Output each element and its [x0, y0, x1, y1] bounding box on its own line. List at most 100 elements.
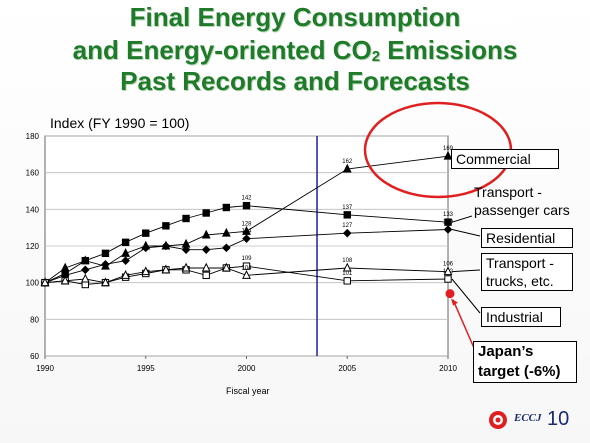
callout-connector: [451, 229, 481, 237]
title-line-2-subscript: 2: [371, 48, 381, 65]
y-tick-label: 100: [26, 279, 40, 288]
data-point: [121, 256, 130, 265]
data-point: [161, 264, 171, 274]
data-point: [342, 262, 352, 272]
data-point: [443, 150, 453, 160]
y-axis-index-label: Index (FY 1990 = 100): [50, 115, 190, 131]
data-point: [242, 234, 251, 243]
data-point: [141, 243, 151, 253]
data-point: [60, 275, 70, 285]
data-label: 162: [342, 159, 353, 165]
data-label: 129: [443, 220, 454, 226]
callout-connector: [451, 215, 473, 223]
data-point: [343, 211, 351, 219]
data-label: 124: [241, 229, 252, 235]
data-label: 142: [241, 196, 252, 202]
data-label: 133: [443, 212, 454, 218]
data-point: [242, 226, 251, 235]
data-point: [162, 222, 170, 230]
data-point: [343, 277, 351, 285]
eccj-logo-icon: [489, 411, 507, 429]
data-label: 128: [241, 221, 252, 227]
data-point: [242, 201, 251, 210]
page-number: 10: [547, 408, 570, 430]
y-tick-label: 160: [26, 169, 40, 178]
data-point: [141, 266, 151, 276]
data-point: [142, 229, 150, 237]
data-label: 137: [342, 205, 353, 211]
data-label: 106: [443, 262, 454, 268]
data-point: [221, 227, 231, 237]
target-arrow-line: [452, 299, 475, 349]
data-point: [202, 209, 210, 217]
data-point: [222, 203, 231, 212]
x-tick-label: 2010: [439, 364, 457, 373]
target-arrow-head: [451, 298, 458, 306]
callout-transport-trucks: Transport - trucks, etc.: [481, 253, 573, 291]
data-point: [121, 238, 130, 247]
data-point: [342, 228, 352, 238]
data-point: [121, 270, 131, 279]
data-point: [443, 225, 453, 234]
x-tick-label: 2000: [238, 364, 256, 373]
data-point: [201, 229, 211, 239]
callout-commercial: Commercial: [451, 149, 559, 169]
data-point: [80, 265, 90, 275]
target-marker: [445, 289, 455, 299]
callout-transport-passenger-line2: passenger cars: [474, 202, 570, 218]
data-point: [242, 270, 251, 279]
eccj-logo-text: ECCJ: [514, 412, 542, 424]
data-point: [201, 262, 211, 272]
y-tick-label: 180: [26, 132, 40, 141]
x-tick-label: 1990: [36, 364, 54, 373]
title-line-2-post: Emissions: [380, 35, 518, 65]
callout-connector: [451, 278, 481, 314]
x-tick-label: 2005: [338, 364, 356, 373]
title-line-3: Past Records and Forecasts: [120, 66, 470, 96]
data-point: [101, 260, 110, 269]
data-point: [81, 256, 89, 265]
data-point: [444, 275, 452, 283]
data-point: [101, 249, 110, 258]
data-point: [342, 163, 352, 173]
title-line-2: and Energy-oriented CO2 Emissions: [0, 37, 590, 64]
data-point: [221, 262, 231, 272]
data-point: [222, 243, 231, 253]
japan-target-line1: Japan’s: [478, 343, 534, 360]
data-label: 104: [241, 265, 252, 271]
data-point: [80, 273, 90, 283]
data-label: 169: [443, 146, 454, 152]
callout-transport-passenger-line1: Transport -: [474, 184, 542, 200]
callout-industrial: Industrial: [481, 307, 561, 327]
data-label: 109: [241, 256, 252, 262]
data-point: [443, 266, 453, 276]
data-label: 101: [342, 271, 353, 277]
y-tick-label: 140: [26, 205, 40, 214]
callout-transport-passenger: Transport - passenger cars: [470, 183, 588, 219]
data-point: [242, 262, 251, 270]
data-label: 108: [342, 258, 353, 264]
callout-transport-trucks-line1: Transport -: [486, 255, 554, 271]
data-point: [161, 241, 171, 251]
japan-target-line2: target (-6%): [478, 363, 561, 380]
data-label: 127: [342, 223, 353, 229]
data-point: [40, 277, 50, 287]
x-axis-label: Fiscal year: [226, 386, 270, 396]
y-tick-label: 80: [30, 315, 39, 324]
callout-connector: [451, 269, 481, 273]
callout-transport-trucks-line2: trucks, etc.: [486, 273, 554, 289]
japan-target-box: Japan’s target (-6%): [473, 341, 577, 383]
y-tick-label: 120: [26, 242, 40, 251]
data-point: [121, 248, 131, 257]
data-point: [201, 245, 211, 254]
data-point: [101, 277, 110, 287]
title-line-1: Final Energy Consumption: [129, 2, 461, 32]
callout-residential: Residential: [481, 228, 573, 248]
data-point: [181, 262, 191, 272]
y-tick-label: 60: [30, 352, 39, 361]
data-point: [181, 245, 191, 254]
data-point: [182, 214, 190, 223]
data-point: [202, 271, 210, 280]
x-tick-label: 1995: [137, 364, 155, 373]
